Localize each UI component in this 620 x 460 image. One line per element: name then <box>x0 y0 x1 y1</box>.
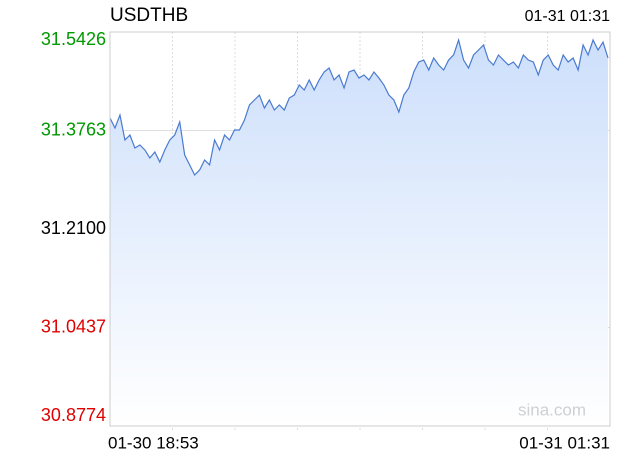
area <box>110 40 608 426</box>
y-tick-label: 31.5426 <box>41 29 106 49</box>
watermark: sina.com <box>518 400 586 419</box>
latest-time: 01-31 01:31 <box>525 8 611 25</box>
y-tick-label: 30.8774 <box>41 405 106 425</box>
chart-title: USDTHB <box>110 5 188 26</box>
y-tick-label: 31.2100 <box>41 218 106 238</box>
y-tick-label: 31.3763 <box>41 119 106 139</box>
y-tick-label: 31.0437 <box>41 316 106 336</box>
plot <box>109 37 609 426</box>
time-start: 01-30 18:53 <box>108 433 199 452</box>
time-end: 01-31 01:31 <box>519 433 610 452</box>
plot-frame <box>109 31 611 427</box>
price-line <box>109 37 609 176</box>
